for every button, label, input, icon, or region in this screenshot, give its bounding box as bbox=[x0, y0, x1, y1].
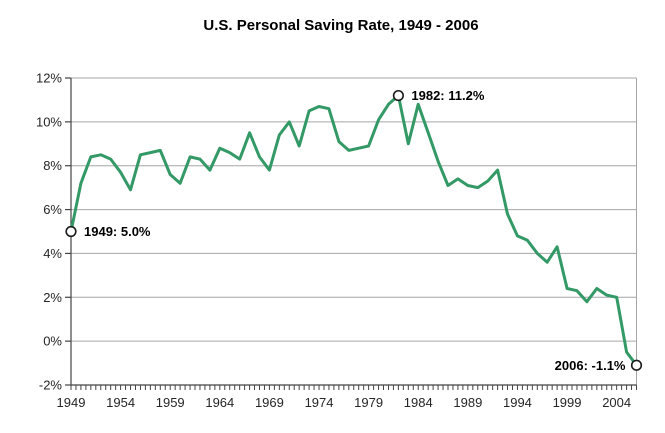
chart-title: U.S. Personal Saving Rate, 1949 - 2006 bbox=[203, 17, 478, 34]
series-layer bbox=[69, 94, 638, 367]
saving-rate-line bbox=[69, 94, 638, 367]
x-axis-label: 1989 bbox=[453, 395, 482, 410]
data-point-marker bbox=[392, 89, 404, 102]
annotation-label: 2006: -1.1% bbox=[555, 358, 626, 373]
x-axis-label: 1959 bbox=[156, 395, 185, 410]
x-axis-label: 1964 bbox=[205, 395, 234, 410]
x-axis-label: 1979 bbox=[354, 395, 383, 410]
annotation-label: 1982: 11.2% bbox=[411, 88, 484, 103]
y-axis-label: 12% bbox=[36, 71, 62, 86]
y-axis-label: -2% bbox=[39, 378, 63, 393]
annotations-layer: 1949: 5.0% 1982: 11.2% 2006: -1.1% bbox=[65, 88, 643, 373]
grid-layer bbox=[71, 77, 637, 385]
x-axis-label: 1984 bbox=[404, 395, 433, 410]
x-axis-label: 1994 bbox=[503, 395, 532, 410]
y-axis-label: 2% bbox=[43, 290, 62, 305]
x-axis-label: 2004 bbox=[602, 395, 631, 410]
x-axis-label: 1974 bbox=[305, 395, 334, 410]
y-axis-label: 8% bbox=[43, 158, 62, 173]
x-axis-label: 1954 bbox=[106, 395, 135, 410]
y-axis-label: 4% bbox=[43, 246, 62, 261]
y-axis-label: 0% bbox=[43, 334, 62, 349]
y-axis-label: 10% bbox=[36, 114, 62, 129]
x-axis-label: 1949 bbox=[57, 395, 86, 410]
x-axis-label: 1969 bbox=[255, 395, 284, 410]
x-axis-label: 1999 bbox=[553, 395, 582, 410]
axes-layer: 12% 10% 8% 6% 4% 2% 0% -2% 1949 1954 1959 1964 1969 1… bbox=[36, 71, 637, 410]
annotation-label: 1949: 5.0% bbox=[84, 224, 151, 239]
data-point-marker bbox=[630, 359, 643, 371]
y-axis-label: 6% bbox=[43, 202, 62, 217]
data-point-marker bbox=[65, 225, 77, 238]
